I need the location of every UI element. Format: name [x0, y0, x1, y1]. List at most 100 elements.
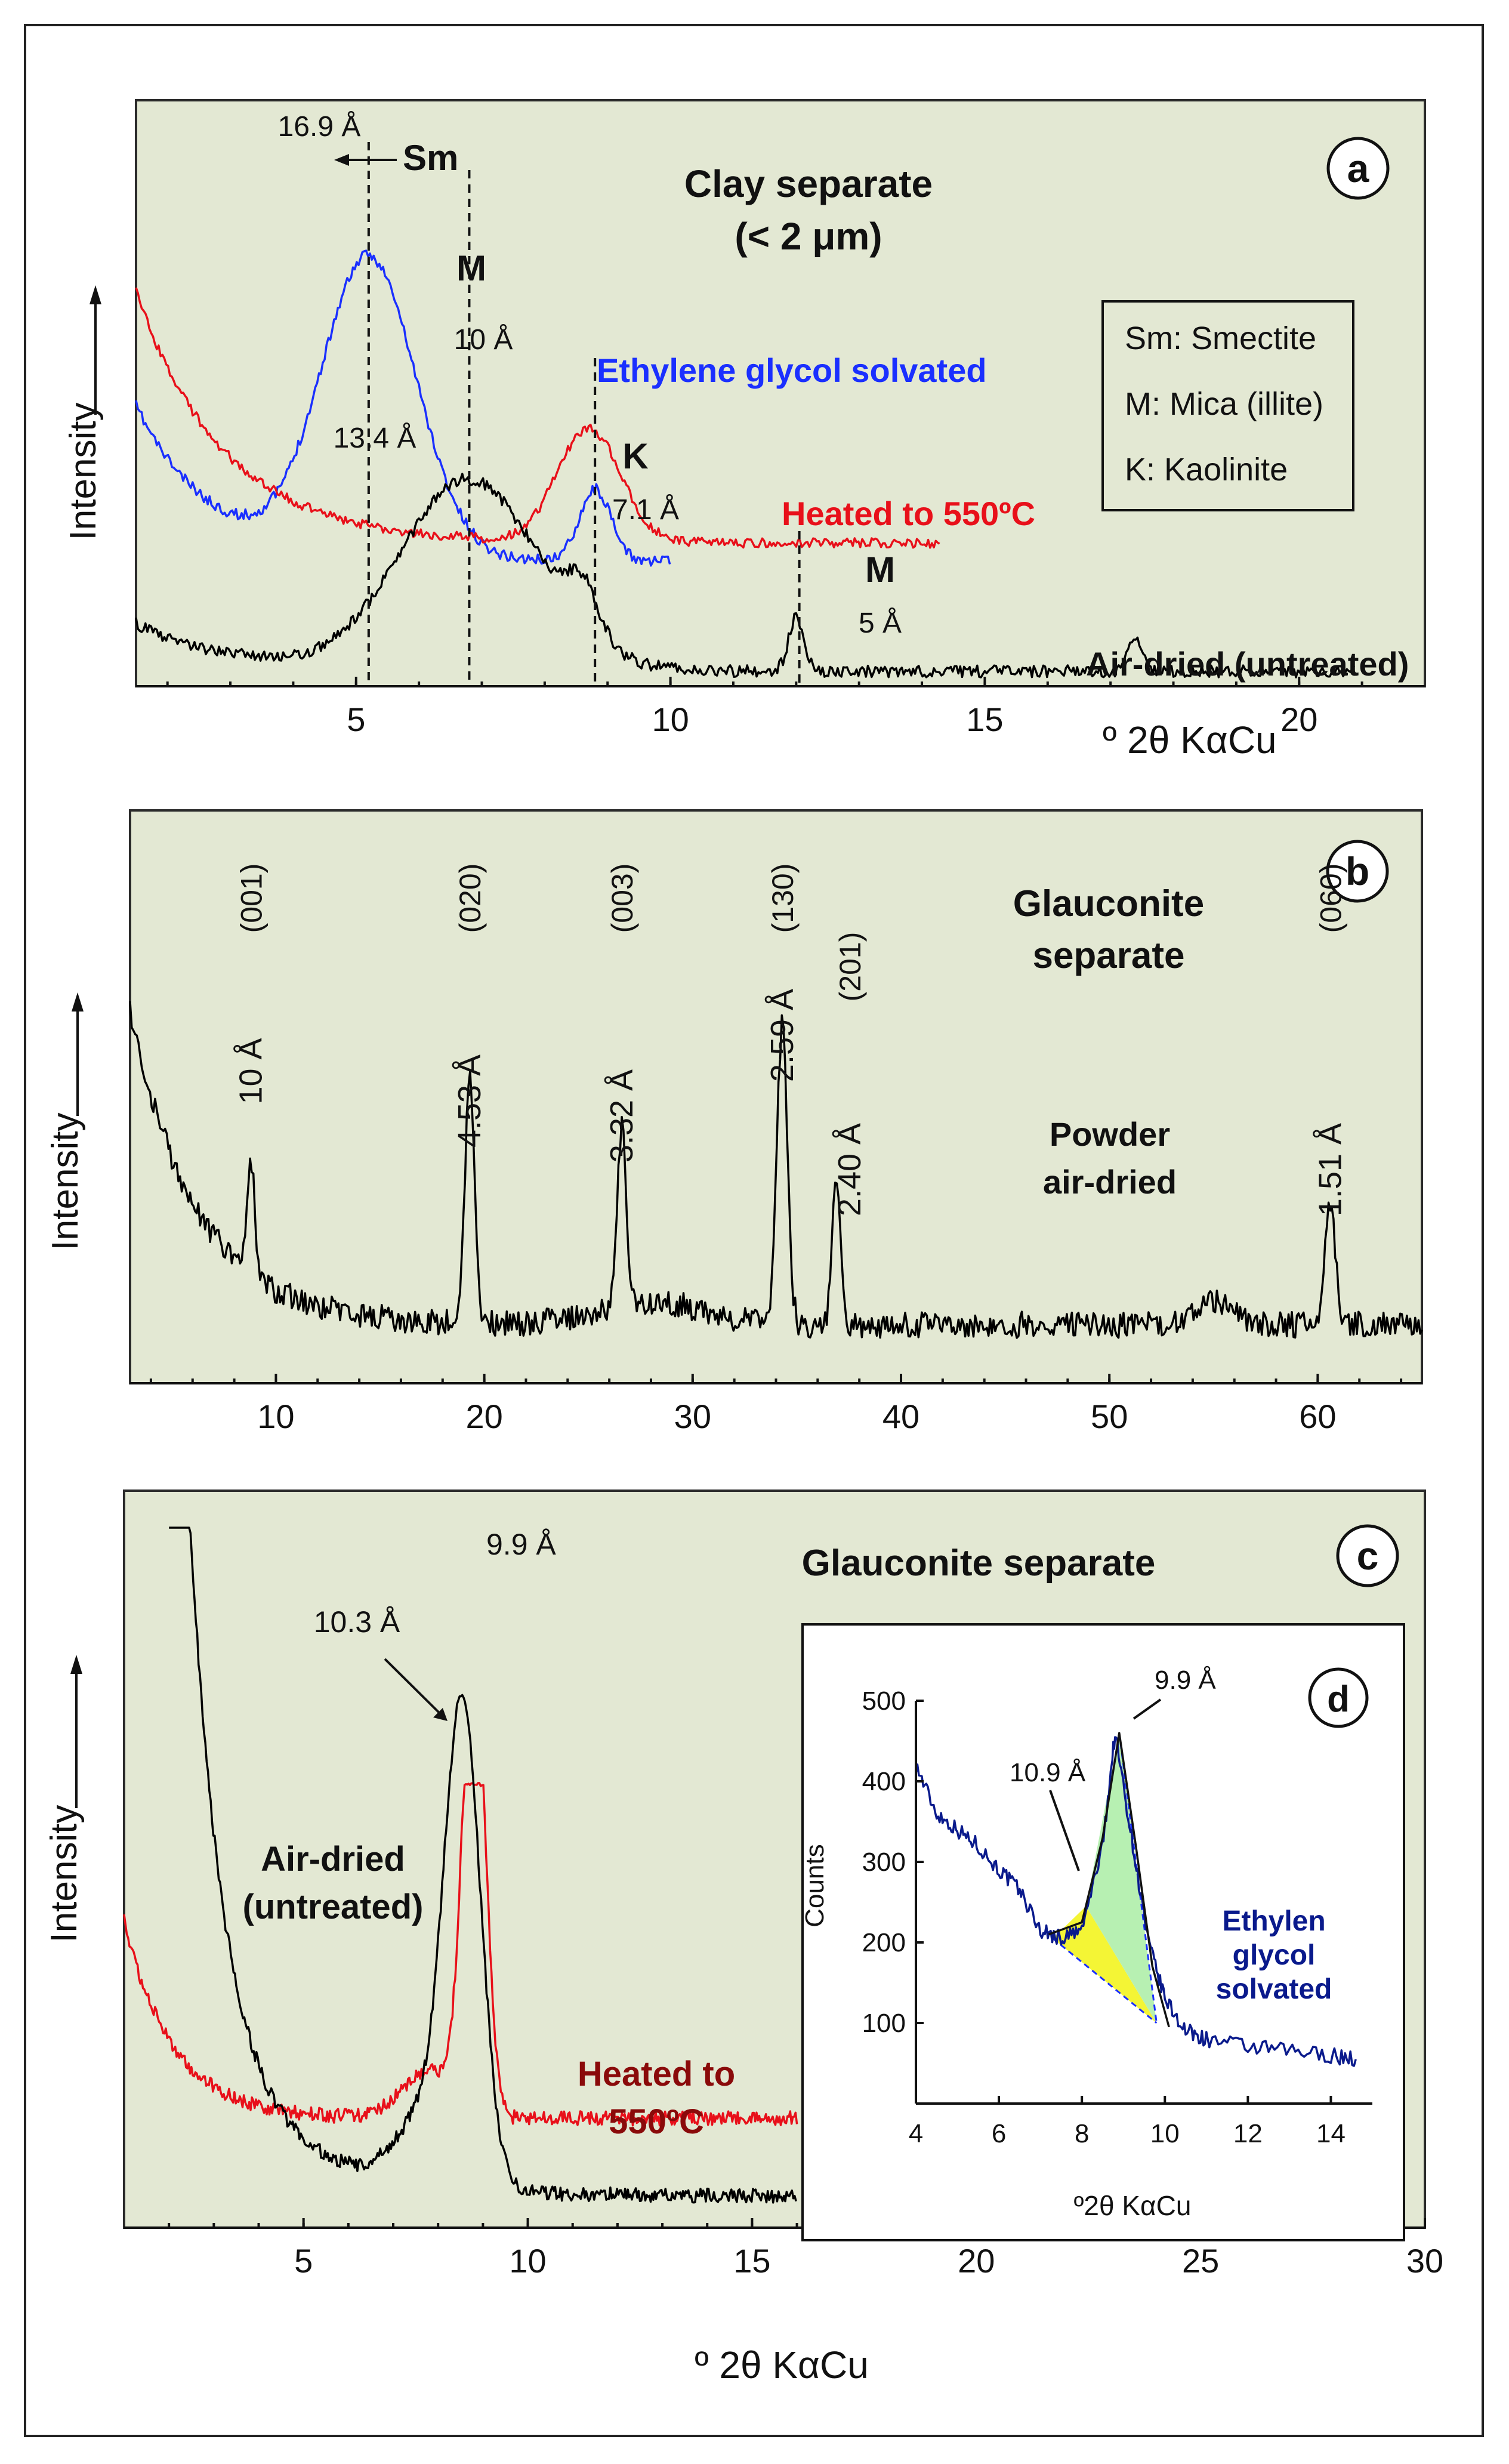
panel-b-letter-text: b [1346, 849, 1369, 893]
panel-b-y-arrowhead [72, 992, 84, 1011]
label-glycol-d-line3: solvated [1216, 1973, 1332, 2005]
panel-b-sample-line1: Powder [1050, 1115, 1170, 1153]
annot-m-2: M [865, 550, 895, 590]
panel-c-tick-label: 10 [509, 2242, 546, 2280]
panel-c-y-arrowhead [70, 1655, 82, 1674]
annot-9.9A-d-arrow [1132, 1698, 1162, 1720]
panel-d-xtick-label: 12 [1233, 2119, 1263, 2148]
panel-d-ytick-label: 300 [862, 1848, 906, 1877]
panel-b-ylabel: Intensity [45, 1113, 86, 1251]
panel-d-xtick-label: 14 [1316, 2119, 1346, 2148]
label-heated-line1: Heated to [578, 2055, 735, 2093]
panel-a-title: Clay separate [684, 162, 933, 205]
panel-b-series [129, 1001, 1423, 1339]
panel-d-inset: 4 6 8 10 12 14 100 200 300 400 500 Counts º2θ KαCu… [800, 1623, 1405, 2241]
annot-k: K [622, 436, 648, 476]
panel-a: 5 10 15 20 º 2θ KαCu Intensity Clay separat… [63, 99, 1426, 761]
peak-hkl-label: (201) [834, 932, 867, 1002]
panel-c-xlabel: º 2θ KαCu [695, 2343, 869, 2386]
peak-hkl-label: (001) [235, 864, 269, 933]
panel-d-xtick-label: 10 [1150, 2119, 1180, 2148]
panel-d-ytick-label: 500 [862, 1686, 906, 1716]
peak-hkl-label: (003) [606, 864, 639, 933]
panel-b-tick-label: 10 [257, 1398, 294, 1435]
panel-d-ytick-label: 200 [862, 1928, 906, 1957]
peak-hkl-label: (130) [766, 864, 800, 933]
series-air-dried [135, 473, 1356, 679]
figure-frame [24, 24, 1484, 2437]
panel-c-tick-label: 20 [958, 2242, 995, 2280]
panel-c-letter: c [1336, 1524, 1399, 1587]
annot-10.3A-c: 10.3 Å [314, 1605, 400, 1639]
panel-c-tick-label: 30 [1406, 2242, 1443, 2280]
panel-a-background [135, 99, 1426, 687]
panel-d-letter: d [1308, 1667, 1369, 1728]
fit-baseline [1052, 1938, 1158, 2024]
annot-10.3A-arrow [384, 1658, 442, 1715]
annot-m-1: M [456, 248, 486, 288]
panel-a-reference-lines [367, 142, 801, 686]
panel-b-tick-label: 40 [882, 1398, 919, 1435]
panel-d-ylabel: Counts [800, 1844, 829, 1927]
panel-b: 10 20 30 40 50 60 Intensity Glauconite separa… [45, 809, 1423, 1435]
annot-10.3A-arrowhead [433, 1708, 448, 1721]
panel-c-tick-label: 15 [733, 2242, 770, 2280]
label-glycol-d-line2: glycol [1233, 1939, 1316, 1971]
panel-d-letter-text: d [1327, 1679, 1350, 1720]
peak-hkl-label: (060) [1314, 864, 1347, 933]
panel-b-sample-line2: air-dried [1043, 1163, 1177, 1201]
panel-b-title-line1: Glauconite [1013, 883, 1204, 924]
annot-9.9A-c: 9.9 Å [486, 1528, 556, 1561]
panel-a-tick-label: 5 [347, 701, 365, 738]
legend-box [1101, 300, 1354, 511]
panel-b-peak-labels: (001) 10 Å (020) 4.53 Å (003) 3.32 Å (130) 2.59… [233, 864, 1348, 1216]
fit-envelope [1048, 1732, 1170, 2028]
annot-13.4A: 13.4 Å [334, 423, 416, 454]
label-airdried-line1: Air-dried [261, 1840, 405, 1879]
panel-a-legend: Sm: Smectite M: Mica (illite) K: Kaolini… [1101, 300, 1354, 511]
label-glycol-d-line1: Ethylen [1222, 1905, 1325, 1937]
panel-d-xtick-label: 8 [1075, 2119, 1089, 2148]
series-label-glycol: Ethylene glycol solvated [597, 351, 987, 389]
annot-7.1A: 7.1 Å [612, 494, 679, 526]
panel-b-letter: b [1326, 840, 1389, 903]
panel-c-ylabel: Intensity [44, 1805, 85, 1943]
panel-c-series [123, 1526, 798, 2204]
panel-c-ticks: 5 10 15 20 25 30 [168, 2218, 1443, 2280]
panel-b-background [129, 809, 1423, 1384]
panel-d-ytick-label: 400 [862, 1767, 906, 1796]
panel-c: 5 10 15 20 25 30 º 2θ KαCu Intensity Glauconi… [44, 1489, 1443, 2386]
panel-a-letter-text: a [1347, 146, 1370, 190]
panel-b-tick-label: 30 [674, 1398, 711, 1435]
annot-10.9A-d-arrow [1049, 1790, 1080, 1871]
series-glauconite-powder [129, 1001, 1423, 1339]
panel-a-letter: a [1326, 137, 1390, 200]
peak-d-label: 2.59 Å [764, 989, 800, 1082]
panel-c-tick-label: 5 [294, 2242, 313, 2280]
peak-d-label: 10 Å [233, 1038, 269, 1104]
series-heated-c [123, 1782, 798, 2127]
panel-d-ticks: 4 6 8 10 12 14 100 200 300 400 500 [862, 1686, 1346, 2148]
annot-10.9A-d: 10.9 Å [1010, 1758, 1086, 1787]
peak-d-label: 2.40 Å [832, 1123, 868, 1216]
annot-sm-arrowhead [334, 154, 349, 166]
panel-c-title: Glauconite separate [802, 1543, 1156, 1584]
peak-d-label: 4.53 Å [452, 1054, 487, 1148]
peak-d-label: 3.32 Å [604, 1069, 640, 1162]
panel-c-letter-text: c [1357, 1534, 1379, 1578]
legend-mica: M: Mica (illite) [1125, 386, 1323, 422]
panel-d-series [915, 1732, 1357, 2067]
annot-9.9A-d: 9.9 Å [1155, 1666, 1216, 1695]
panel-a-xlabel: º 2θ KαCu [1103, 718, 1277, 761]
panel-b-tick-label: 20 [465, 1398, 502, 1435]
series-heated [135, 287, 940, 549]
fitted-peak-10.9 [1053, 1906, 1157, 2023]
annot-16.9A: 16.9 Å [278, 111, 361, 143]
panel-d-xtick-label: 4 [909, 2119, 923, 2148]
annot-10A: 10 Å [454, 324, 513, 356]
panel-b-tick-label: 60 [1299, 1398, 1336, 1435]
annot-sm: Sm [403, 138, 458, 178]
label-heated-line2: 550ºC [609, 2102, 704, 2141]
panel-a-ylabel: Intensity [63, 403, 104, 541]
